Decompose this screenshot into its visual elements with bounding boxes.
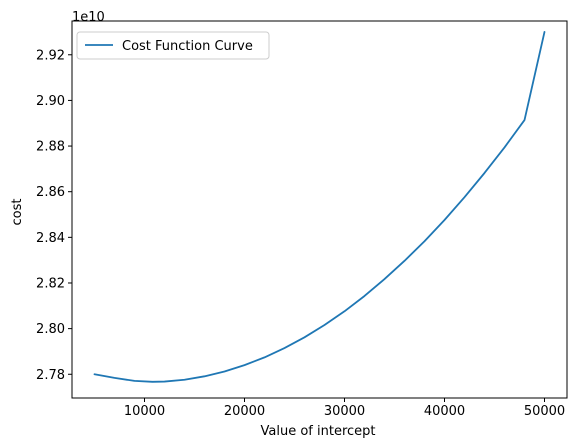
legend-label: Cost Function Curve (122, 39, 253, 54)
y-axis-label: cost (10, 199, 25, 226)
y-offset-label: 1e10 (72, 10, 105, 25)
x-tick-label: 30000 (324, 404, 365, 419)
y-tick-label: 2.86 (36, 185, 65, 200)
y-tick-label: 2.84 (36, 231, 65, 246)
x-axis-label: Value of intercept (261, 424, 376, 439)
y-tick-label: 2.90 (36, 94, 65, 109)
legend: Cost Function Curve (77, 32, 269, 59)
x-tick-label: 20000 (224, 404, 265, 419)
x-tick-label: 50000 (524, 404, 565, 419)
y-tick-label: 2.92 (36, 48, 65, 63)
y-tick-label: 2.82 (36, 276, 65, 291)
y-tick-label: 2.88 (36, 140, 65, 155)
x-tick-label: 40000 (424, 404, 465, 419)
y-tick-label: 2.78 (36, 368, 65, 383)
y-tick-label: 2.80 (36, 322, 65, 337)
x-tick-label: 10000 (124, 404, 165, 419)
